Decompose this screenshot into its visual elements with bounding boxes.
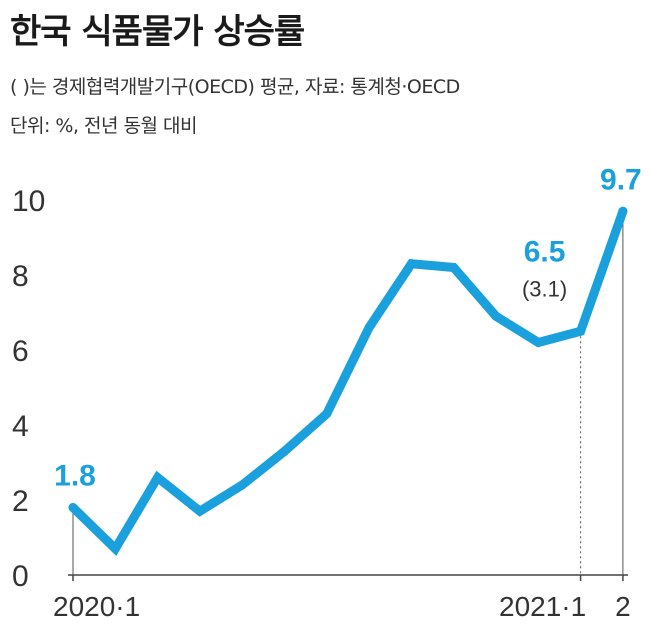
data-point [110,544,120,554]
data-point [618,206,628,216]
data-point [195,506,205,516]
data-point [576,326,586,336]
data-label: 9.7 [600,163,642,196]
data-point [491,311,501,321]
data-labels: 1.8 6.5 (3.1) 9.7 [54,163,642,492]
y-tick-label: 0 [12,560,29,593]
y-tick-label: 6 [12,335,29,368]
guide-lines [72,211,624,575]
series-line-korea [68,206,628,556]
x-axis-ticks: 2020·1 2021·1 2 [53,575,631,622]
data-point [280,446,289,456]
data-label: 6.5 [524,235,566,268]
data-point [449,263,459,272]
data-point [533,338,543,347]
chart-subtitle-source: ( )는 경제협력개발기구(OECD) 평균, 자료: 통계청·OECD [10,76,460,98]
y-tick-label: 8 [12,260,29,293]
x-tick-label: 2020·1 [53,591,140,622]
series-korea [68,206,628,556]
data-point [68,503,78,512]
oecd-average-label: (3.1) [522,276,567,301]
chart-subtitle-unit: 단위: %, 전년 동월 대비 [10,115,198,137]
y-tick-label: 10 [12,185,45,218]
y-axis-ticks: 0 2 4 6 8 10 [12,185,45,593]
data-point [237,480,247,490]
x-tick-label: 2021·1 [499,591,586,622]
data-label: 1.8 [54,460,96,493]
data-point [406,259,416,269]
y-tick-label: 2 [12,485,29,518]
data-point [322,409,332,419]
chart-title: 한국 식품물가 상승률 [10,12,305,52]
x-tick-label: 2 [615,591,631,622]
data-point [153,473,163,482]
data-point [364,323,374,332]
y-tick-label: 4 [12,410,29,443]
